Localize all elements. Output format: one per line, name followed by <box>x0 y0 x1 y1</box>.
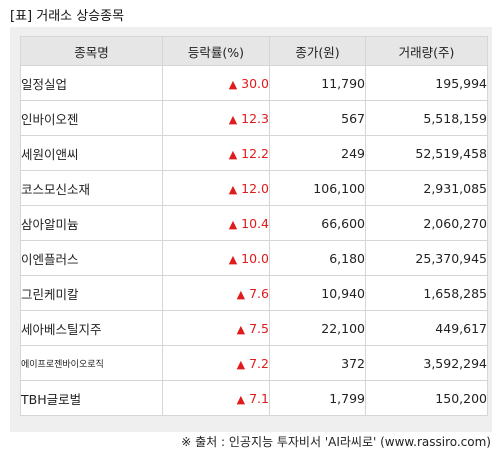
table-row: 에이프로젠바이오로직 ▲ 7.2 372 3,592,294 <box>20 345 488 381</box>
stock-name: TBH글로벌 <box>20 380 163 416</box>
table-row: 세아베스틸지주 ▲ 7.5 22,100 449,617 <box>20 310 488 346</box>
close-price: 249 <box>269 135 366 171</box>
up-triangle-icon: ▲ <box>236 392 246 406</box>
change-rate: ▲ 30.0 <box>162 65 270 101</box>
stock-name: 코스모신소재 <box>20 170 163 206</box>
close-price: 372 <box>269 345 366 381</box>
table-row: 인바이오젠 ▲ 12.3 567 5,518,159 <box>20 100 488 136</box>
table-row: 세원이앤씨 ▲ 12.2 249 52,519,458 <box>20 135 488 171</box>
table-row: 그린케미칼 ▲ 7.6 10,940 1,658,285 <box>20 275 488 311</box>
close-price: 1,799 <box>269 380 366 416</box>
trade-volume: 449,617 <box>365 310 488 346</box>
up-triangle-icon: ▲ <box>228 217 238 231</box>
change-rate: ▲ 7.1 <box>162 380 270 416</box>
trade-volume: 2,060,270 <box>365 205 488 241</box>
stock-name: 삼아알미늄 <box>20 205 163 241</box>
stock-name: 에이프로젠바이오로직 <box>20 345 163 381</box>
table-row: 일정실업 ▲ 30.0 11,790 195,994 <box>20 65 488 101</box>
close-price: 567 <box>269 100 366 136</box>
change-rate: ▲ 7.2 <box>162 345 270 381</box>
trade-volume: 195,994 <box>365 65 488 101</box>
table-row: 삼아알미늄 ▲ 10.4 66,600 2,060,270 <box>20 205 488 241</box>
change-rate: ▲ 12.2 <box>162 135 270 171</box>
stock-name: 이엔플러스 <box>20 240 163 276</box>
rising-stocks-table: 종목명 등락률(%) 종가(원) 거래량(주) 일정실업 ▲ 30.0 11,79… <box>20 36 488 416</box>
up-triangle-icon: ▲ <box>228 252 238 266</box>
close-price: 22,100 <box>269 310 366 346</box>
close-price: 11,790 <box>269 65 366 101</box>
change-rate: ▲ 12.0 <box>162 170 270 206</box>
stock-name: 세원이앤씨 <box>20 135 163 171</box>
up-triangle-icon: ▲ <box>228 77 238 91</box>
trade-volume: 150,200 <box>365 380 488 416</box>
change-rate: ▲ 7.6 <box>162 275 270 311</box>
up-triangle-icon: ▲ <box>236 357 246 371</box>
change-rate: ▲ 10.4 <box>162 205 270 241</box>
trade-volume: 52,519,458 <box>365 135 488 171</box>
table-header-row: 종목명 등락률(%) 종가(원) 거래량(주) <box>20 36 488 66</box>
up-triangle-icon: ▲ <box>236 322 246 336</box>
change-rate: ▲ 12.3 <box>162 100 270 136</box>
change-rate: ▲ 7.5 <box>162 310 270 346</box>
trade-volume: 5,518,159 <box>365 100 488 136</box>
header-name: 종목명 <box>20 36 163 66</box>
close-price: 10,940 <box>269 275 366 311</box>
table-row: 이엔플러스 ▲ 10.0 6,180 25,370,945 <box>20 240 488 276</box>
stock-name: 일정실업 <box>20 65 163 101</box>
source-footer: ※ 출처 : 인공지능 투자비서 'AI라씨로' (www.rassiro.co… <box>181 435 491 449</box>
trade-volume: 25,370,945 <box>365 240 488 276</box>
trade-volume: 2,931,085 <box>365 170 488 206</box>
stock-name: 인바이오젠 <box>20 100 163 136</box>
trade-volume: 1,658,285 <box>365 275 488 311</box>
close-price: 6,180 <box>269 240 366 276</box>
trade-volume: 3,592,294 <box>365 345 488 381</box>
table-panel: 종목명 등락률(%) 종가(원) 거래량(주) 일정실업 ▲ 30.0 11,79… <box>10 27 492 432</box>
up-triangle-icon: ▲ <box>228 182 238 196</box>
stock-name: 세아베스틸지주 <box>20 310 163 346</box>
change-rate: ▲ 10.0 <box>162 240 270 276</box>
up-triangle-icon: ▲ <box>228 147 238 161</box>
page-title: [표] 거래소 상승종목 <box>10 9 125 24</box>
table-row: 코스모신소재 ▲ 12.0 106,100 2,931,085 <box>20 170 488 206</box>
header-volume: 거래량(주) <box>365 36 488 66</box>
close-price: 106,100 <box>269 170 366 206</box>
header-change: 등락률(%) <box>162 36 270 66</box>
up-triangle-icon: ▲ <box>236 287 246 301</box>
table-row: TBH글로벌 ▲ 7.1 1,799 150,200 <box>20 380 488 416</box>
stock-name: 그린케미칼 <box>20 275 163 311</box>
up-triangle-icon: ▲ <box>228 112 238 126</box>
close-price: 66,600 <box>269 205 366 241</box>
header-price: 종가(원) <box>269 36 366 66</box>
